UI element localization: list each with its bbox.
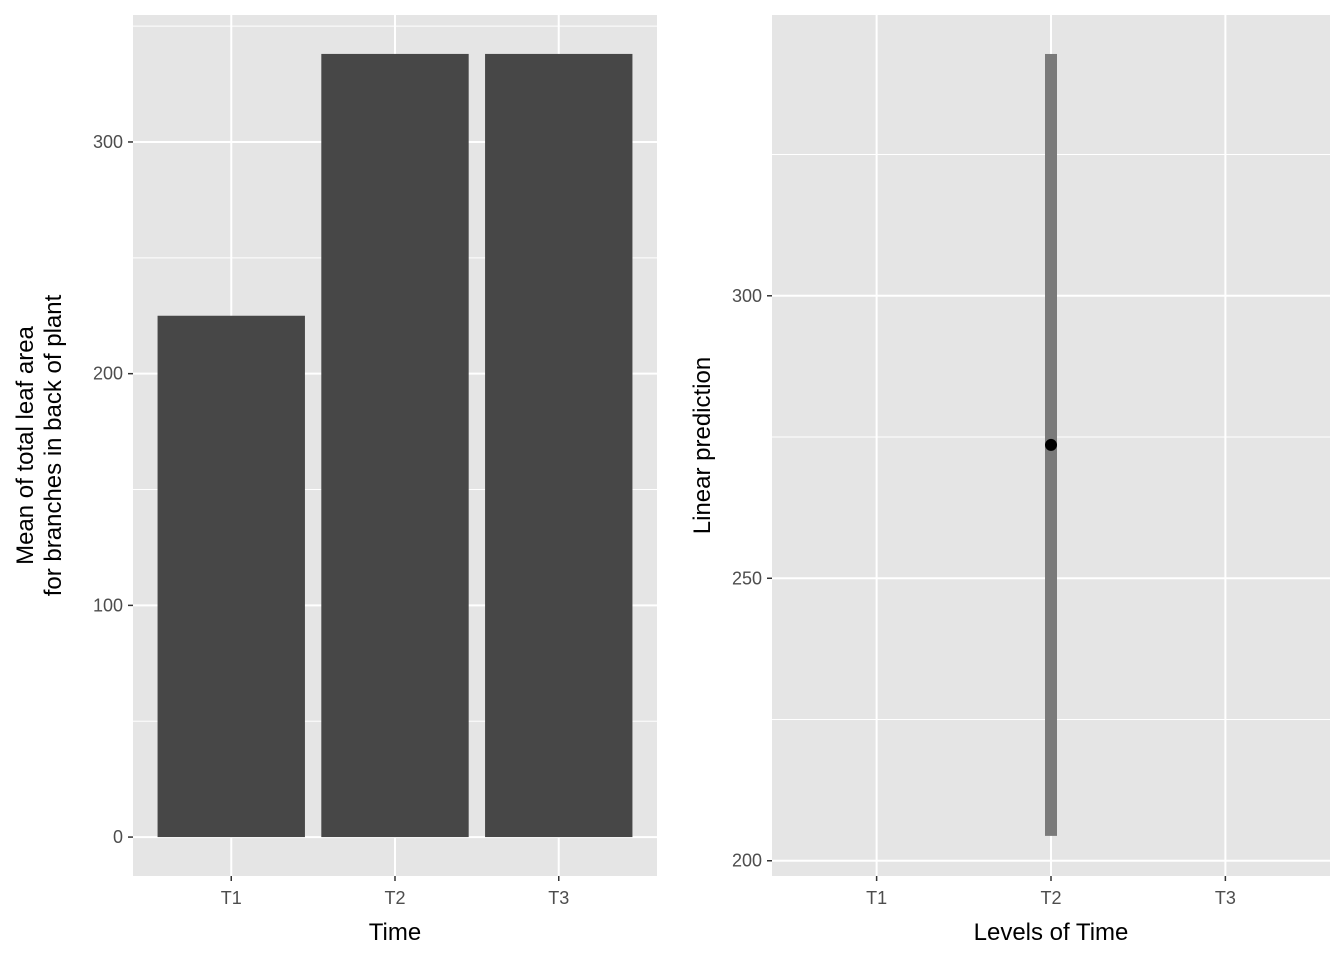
x-axis-title: Levels of Time <box>974 919 1129 946</box>
panel-1: T1 T2 T3 0 100 200 300 Time Mean of total leaf a… <box>12 15 657 946</box>
y-tick-label: 200 <box>732 851 762 871</box>
y-tick-label: 300 <box>93 132 123 152</box>
y-tick-label: 200 <box>93 364 123 384</box>
y-tick-label: 100 <box>93 595 123 615</box>
x-tick-label: T1 <box>866 888 887 908</box>
bar-T3 <box>485 53 633 838</box>
y-axis-title: for branches in back of plant <box>40 294 67 596</box>
x-tick-label: T2 <box>384 888 405 908</box>
point-estimate <box>1045 438 1057 451</box>
panel-2: T1 T2 T3 200 250 300 Levels of Time Linear pred… <box>689 15 1330 946</box>
y-tick-label: 300 <box>732 286 762 306</box>
y-axis-title: Mean of total leaf area <box>12 325 39 564</box>
bar-T2 <box>321 53 469 838</box>
y-tick-label: 0 <box>113 827 123 847</box>
x-tick-label: T2 <box>1040 888 1061 908</box>
x-axis-title: Time <box>369 919 421 946</box>
x-tick-label: T3 <box>548 888 569 908</box>
x-tick-label: T3 <box>1215 888 1236 908</box>
y-axis-title: Linear prediction <box>689 357 716 534</box>
y-tick-label: 250 <box>732 568 762 588</box>
bar-T1 <box>157 315 305 838</box>
x-tick-label: T1 <box>221 888 242 908</box>
